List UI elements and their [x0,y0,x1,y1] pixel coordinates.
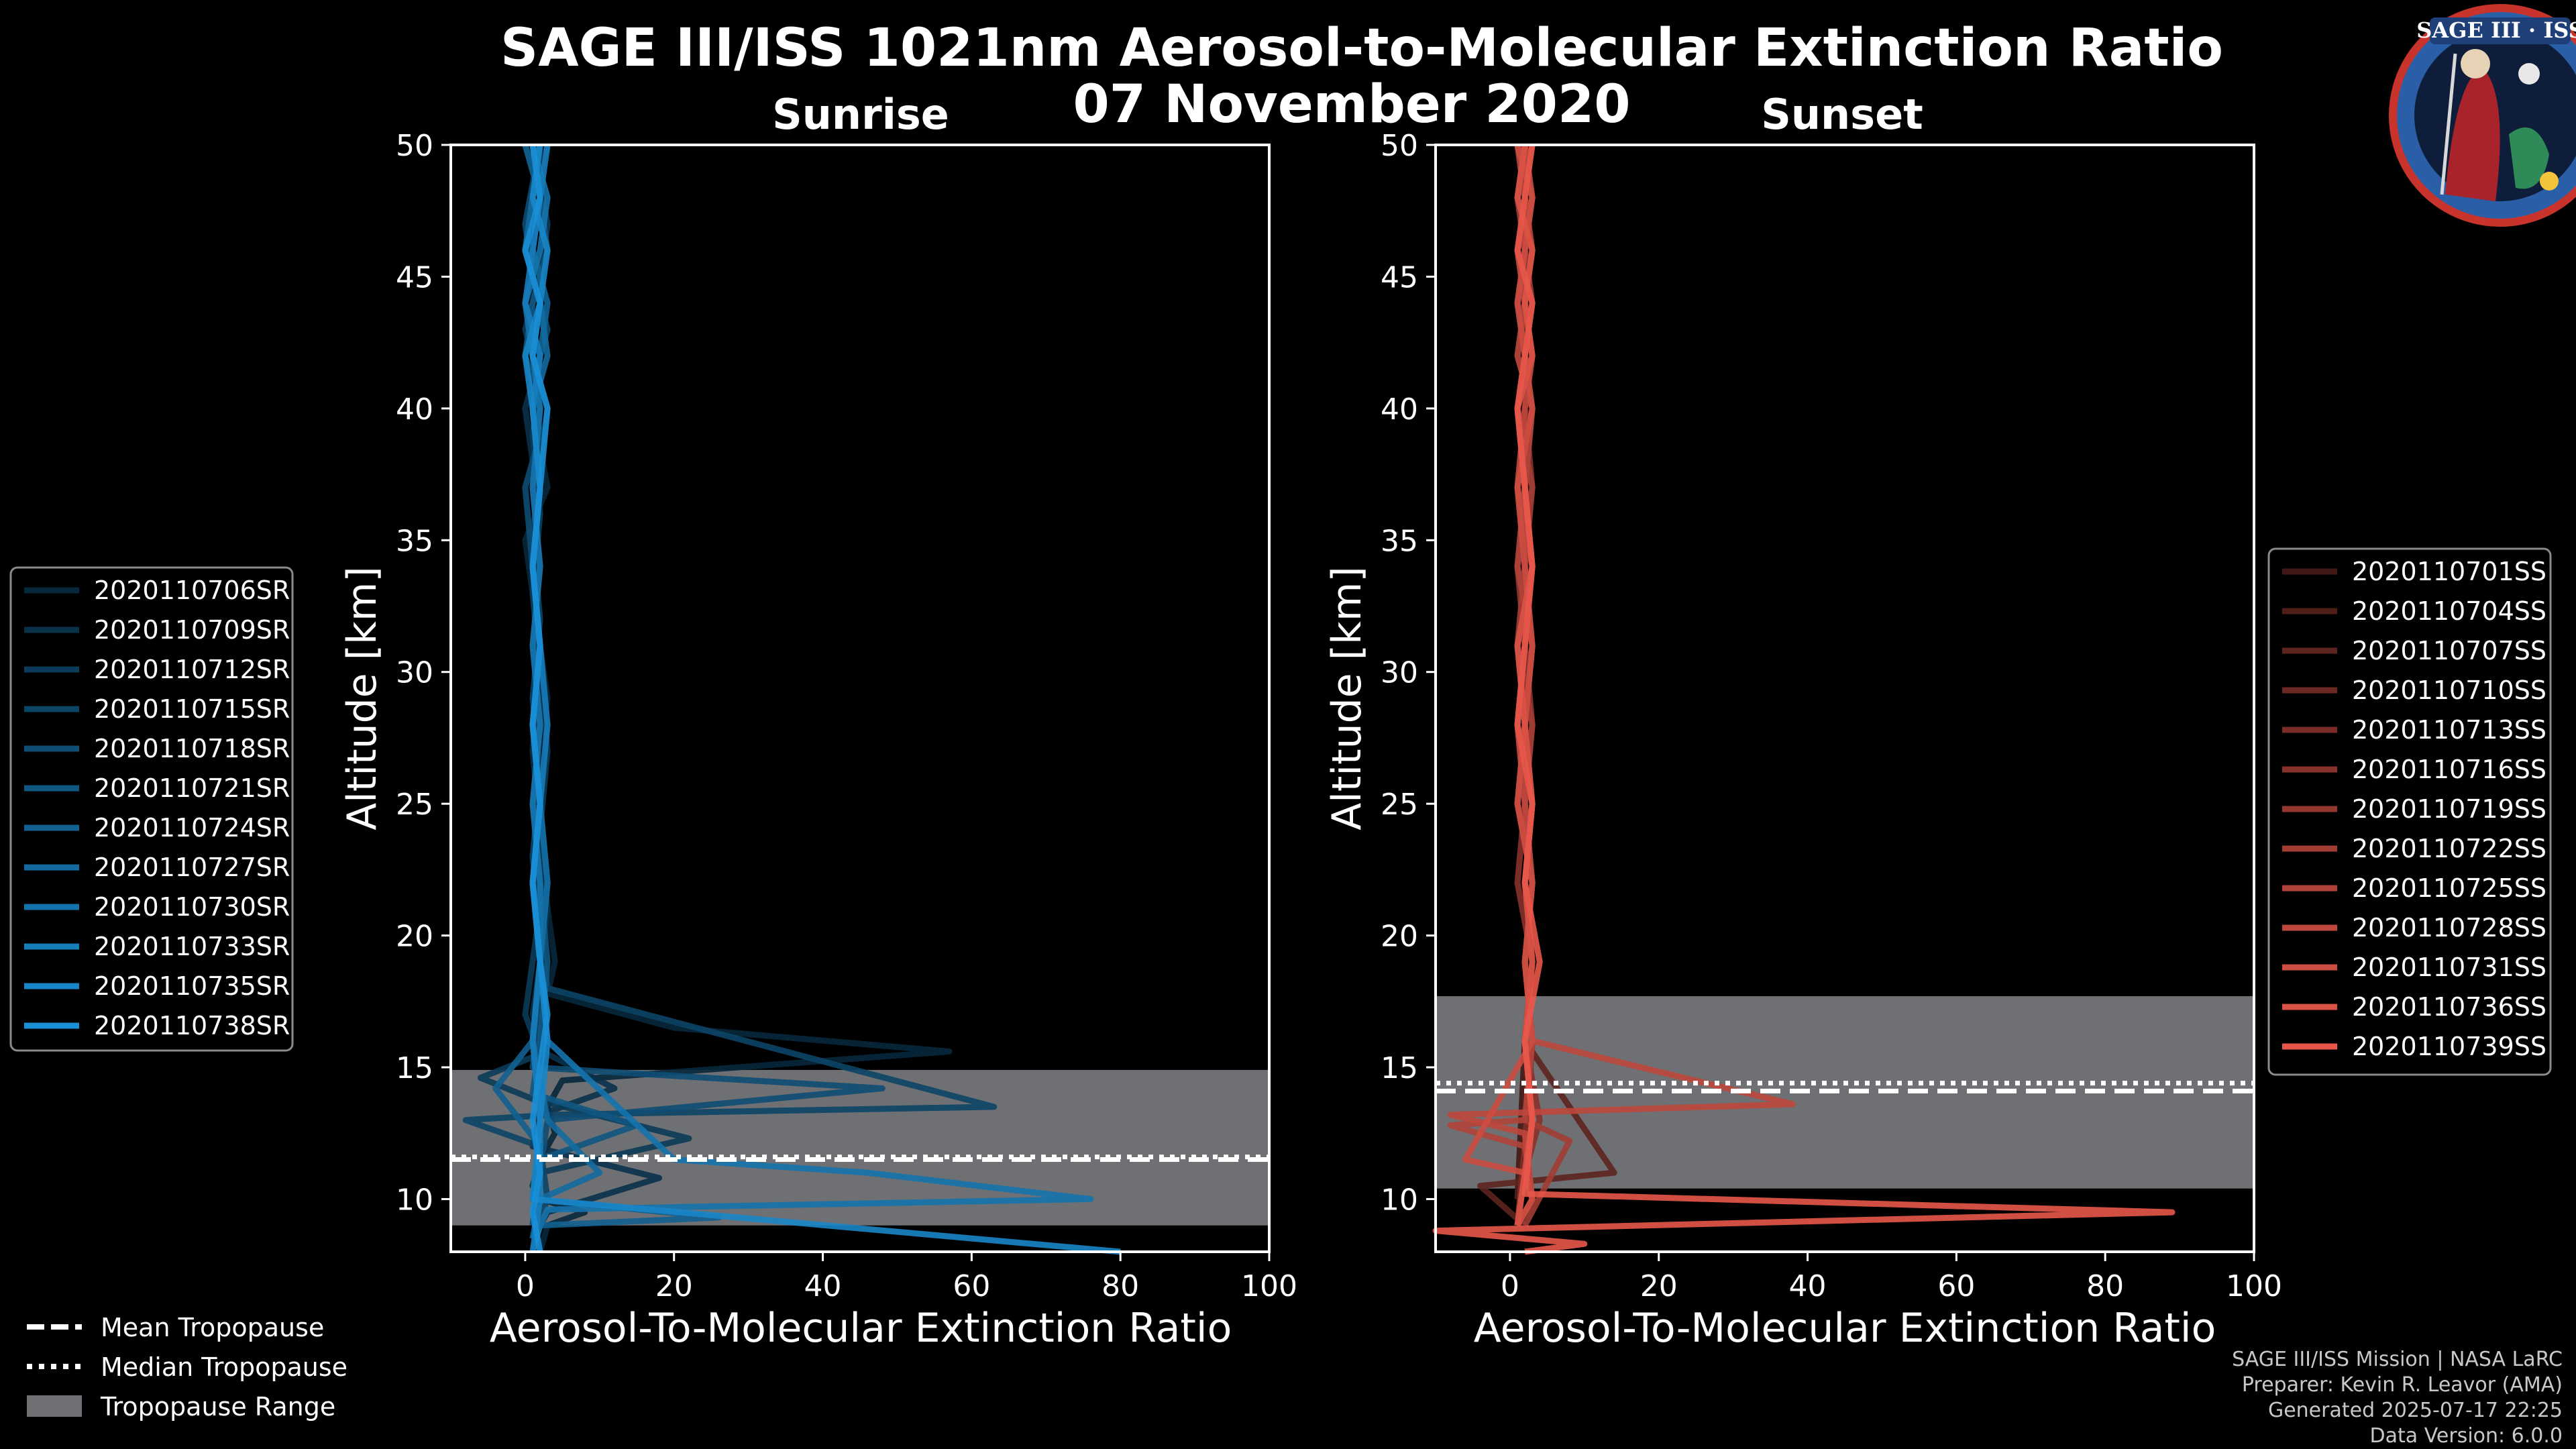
sunrise-x-tick-label: 80 [1102,1269,1139,1303]
sunrise-y-tick-label: 20 [396,920,433,954]
sunrise-legend-label: 2020110715SR [94,694,290,724]
sunset-legend-label: 2020110710SS [2352,676,2546,705]
sunset-legend-label: 2020110739SS [2352,1032,2546,1061]
sunset-legend-label: 2020110725SS [2352,873,2546,903]
sunset-legend-label: 2020110728SS [2352,913,2546,943]
sunrise-y-tick-label: 50 [396,129,433,163]
sunset-legend-label: 2020110719SS [2352,794,2546,824]
sunset-x-tick-label: 40 [1789,1269,1827,1303]
sunset-legend-label: 2020110731SS [2352,953,2546,982]
sunset-x-tick-label: 60 [1937,1269,1975,1303]
sunrise-x-axis-label: Aerosol-To-Molecular Extinction Ratio [490,1305,1232,1352]
sage-iss-logo: SAGE III · ISS [2389,4,2576,227]
sunset-y-axis-label: Altitude [km] [1324,566,1371,830]
sunset-legend-label: 2020110713SS [2352,715,2546,745]
legend-median-label: Median Tropopause [101,1352,347,1382]
sunrise-panel: 0 20 40 60 80 100 10 15 20 25 30 35 40 45 50 Aerosol-T… [339,129,1297,1352]
sunrise-legend-label: 2020110735SR [94,971,290,1001]
legend-mean-label: Mean Tropopause [101,1313,324,1342]
sunset-y-tick-label: 45 [1381,260,1418,294]
logo-moon-icon [2518,63,2540,85]
sunrise-x-tick-label: 40 [804,1269,842,1303]
sunset-y-tick-label: 40 [1381,392,1418,427]
credit-mission: SAGE III/ISS Mission | NASA LaRC [2232,1348,2563,1371]
credit-generated: Generated 2025-07-17 22:25 [2268,1399,2563,1422]
sunset-y-tick-label: 25 [1381,788,1418,822]
sunrise-y-tick-label: 25 [396,788,433,822]
sunset-y-tick-label: 50 [1381,129,1418,163]
sunrise-legend-label: 2020110733SR [94,932,290,961]
sunrise-x-tick-label: 60 [953,1269,990,1303]
logo-staff-icon [2440,53,2457,195]
sunrise-legend: 2020110706SR 2020110709SR 2020110712SR 2020… [9,566,294,1052]
figure-title: SAGE III/ISS 1021nm Aerosol-to-Molecular… [500,18,2223,78]
sunset-series-group [1432,144,2176,1255]
sunset-legend-label: 2020110704SS [2352,596,2546,626]
sunset-x-tick-label: 100 [2226,1269,2282,1303]
sunset-x-tick-label: 20 [1640,1269,1678,1303]
sunset-y-tick-label: 15 [1381,1051,1418,1085]
figure-date: 07 November 2020 [1073,74,1630,135]
sunset-y-tick-label: 30 [1381,656,1418,690]
sunrise-y-tick-label: 30 [396,656,433,690]
sunrise-y-axis-label: Altitude [km] [339,566,386,830]
sunrise-panel-title: Sunrise [772,90,949,139]
logo-sun-icon [2540,172,2559,191]
sunrise-y-tick-label: 45 [396,260,433,294]
sunrise-x-tick-label: 20 [655,1269,693,1303]
logo-head-icon [2461,49,2490,78]
sunset-panel: 0 20 40 60 80 100 10 15 20 25 30 35 40 45 50 Aerosol-T… [1324,129,2282,1352]
sunset-legend-label: 2020110716SS [2352,755,2546,784]
sunrise-legend-label: 2020110718SR [94,734,290,763]
sunrise-x-tick-label: 100 [1241,1269,1297,1303]
sunset-plot-frame [1434,144,2255,1253]
sunrise-legend-label: 2020110712SR [94,655,290,684]
sunset-legend-frame [2267,547,2552,1076]
sunrise-legend-label: 2020110706SR [94,576,290,605]
sunrise-x-tick-label: 0 [516,1269,535,1303]
sunrise-series-group [462,144,1121,1255]
sunset-series-2020110731SS [1462,144,1536,1227]
sunrise-legend-frame [9,566,294,1052]
sunrise-axes-ticks: 0 20 40 60 80 100 10 15 20 25 30 35 40 45 50 [396,129,1297,1303]
credits: SAGE III/ISS Mission | NASA LaRC Prepare… [2232,1348,2563,1448]
sunrise-series-2020110738SR [522,144,551,1252]
sunset-legend: 2020110701SS 2020110704SS 2020110707SS 2020… [2267,547,2552,1076]
sunset-y-tick-label: 10 [1381,1183,1418,1217]
legend-range-label: Tropopause Range [100,1392,335,1421]
sunset-legend-label: 2020110701SS [2352,557,2546,586]
credit-preparer: Preparer: Kevin R. Leavor (AMA) [2242,1373,2563,1397]
logo-figure-icon [2445,67,2500,201]
sunrise-y-tick-label: 35 [396,524,433,558]
sunrise-y-tick-label: 10 [396,1183,433,1217]
sunrise-plot-frame [449,144,1271,1253]
sunset-y-tick-label: 35 [1381,524,1418,558]
sunrise-legend-label: 2020110724SR [94,813,290,843]
sunrise-legend-label: 2020110727SR [94,853,290,882]
sunrise-y-tick-label: 15 [396,1051,433,1085]
sunset-legend-label: 2020110722SS [2352,834,2546,863]
sunrise-legend-label: 2020110709SR [94,615,290,645]
sunset-x-tick-label: 0 [1501,1269,1519,1303]
sunset-legend-label: 2020110736SS [2352,992,2546,1022]
logo-text: SAGE III · ISS [2416,17,2576,43]
sunset-y-tick-label: 20 [1381,920,1418,954]
sunset-x-tick-label: 80 [2086,1269,2124,1303]
sunset-x-axis-label: Aerosol-To-Molecular Extinction Ratio [1474,1305,2216,1352]
logo-earth-icon [2509,127,2549,189]
sunrise-legend-label: 2020110730SR [94,892,290,922]
sunset-panel-title: Sunset [1761,90,1923,139]
credit-version: Data Version: 6.0.0 [2370,1424,2563,1448]
legend-range-swatch [27,1395,82,1417]
sunset-legend-label: 2020110707SS [2352,636,2546,665]
sunset-series-2020110739SS [1432,144,2176,1255]
sunrise-legend-label: 2020110738SR [94,1011,290,1040]
sunrise-legend-label: 2020110721SR [94,773,290,803]
logo-banner [2430,17,2571,44]
tropopause-legend: Mean Tropopause Median Tropopause Tropop… [27,1313,347,1421]
sunrise-y-tick-label: 40 [396,392,433,427]
sunset-axes-ticks: 0 20 40 60 80 100 10 15 20 25 30 35 40 45 50 [1381,129,2282,1303]
